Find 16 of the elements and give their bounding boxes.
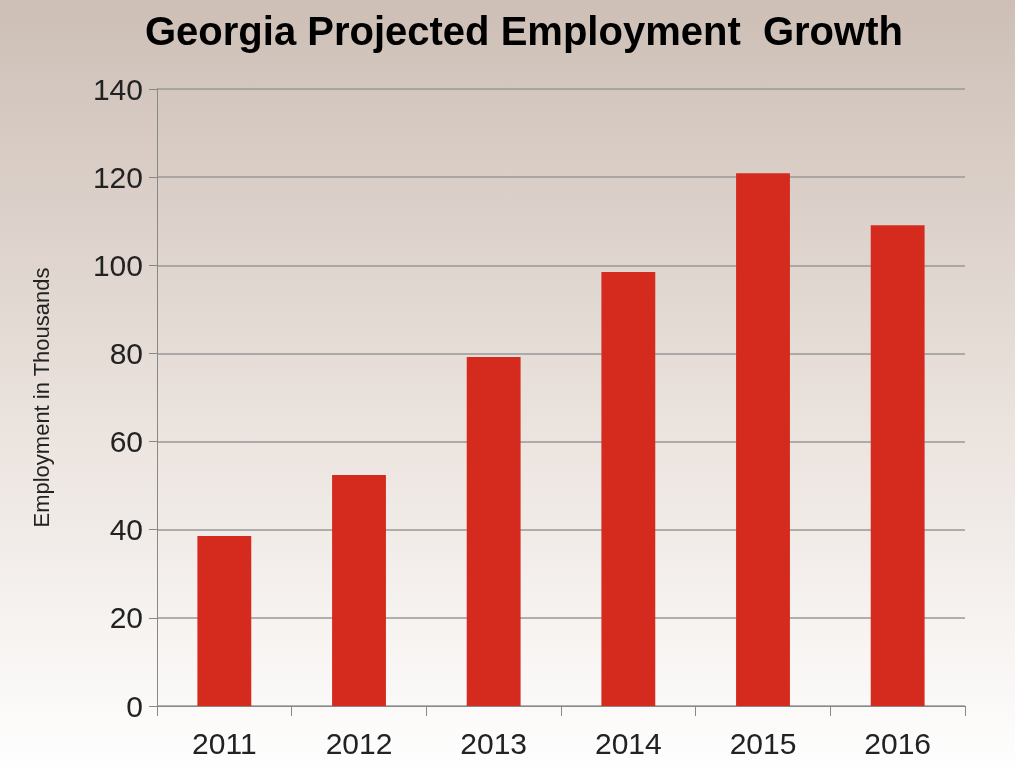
y-tick-label: 80: [109, 336, 143, 370]
x-tick-label: 2015: [729, 726, 797, 760]
y-tick-label: 140: [92, 72, 143, 106]
y-tick-label: 100: [92, 248, 143, 282]
y-axis-title: Employment in Thousands: [28, 267, 54, 528]
x-tick-label: 2012: [325, 726, 393, 760]
chart-title: Georgia Projected Employment Growth: [145, 9, 903, 53]
y-tick-label: 40: [109, 513, 143, 547]
x-tick-label: 2011: [192, 726, 257, 760]
y-tick-label: 0: [126, 689, 143, 723]
y-tick-label: 60: [109, 425, 143, 459]
x-tick-label: 2013: [460, 726, 528, 760]
x-tick-label: 2014: [594, 726, 662, 760]
y-tick-label: 120: [92, 160, 143, 194]
x-tick-label: 2016: [864, 726, 932, 760]
y-tick-label: 20: [109, 601, 143, 635]
